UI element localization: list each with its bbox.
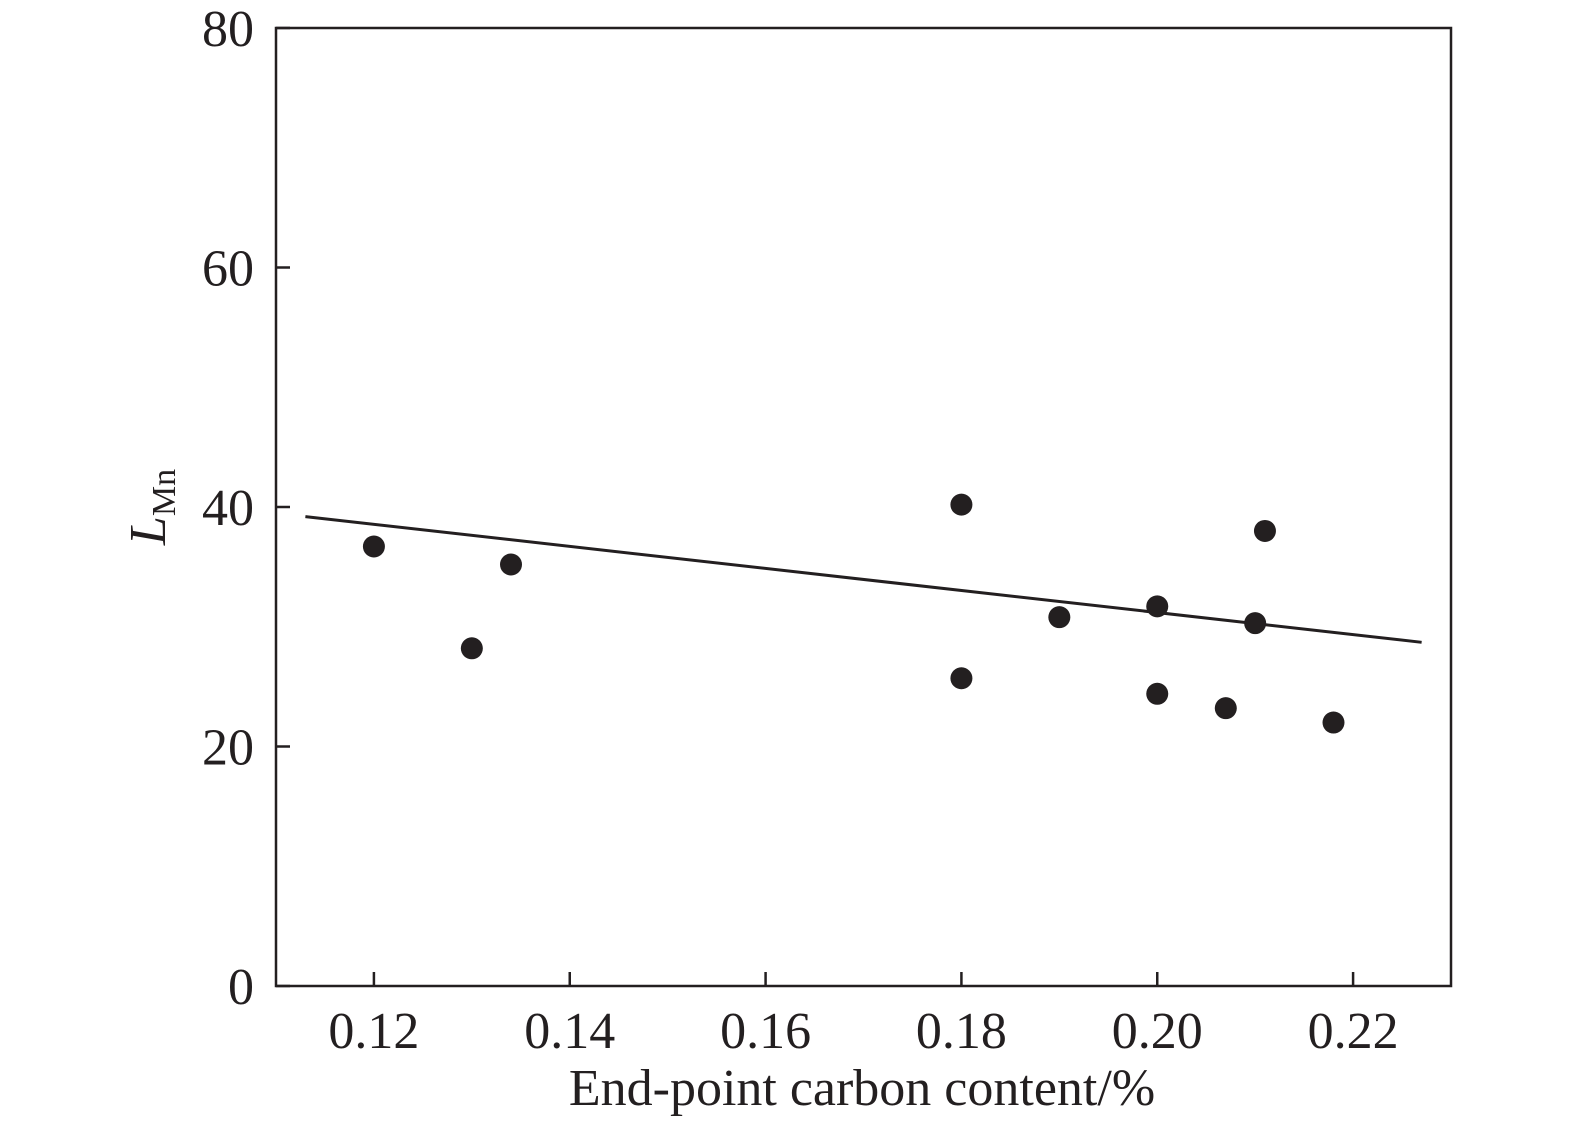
data-point <box>1253 519 1276 542</box>
data-point <box>1048 606 1071 629</box>
y-tick-label: 20 <box>202 720 254 777</box>
data-point <box>1214 697 1237 720</box>
y-tick-label: 80 <box>202 1 254 58</box>
x-tick-label: 0.22 <box>1308 1003 1399 1060</box>
x-tick-label: 0.16 <box>720 1003 811 1060</box>
x-tick-label: 0.12 <box>328 1003 419 1060</box>
y-tick-label: 60 <box>202 241 254 298</box>
x-axis-title: End-point carbon content/% <box>569 1060 1155 1117</box>
plot-frame <box>274 26 1453 988</box>
x-tick-label: 0.18 <box>916 1003 1007 1060</box>
data-point <box>950 493 973 516</box>
data-point <box>1146 682 1169 705</box>
x-axis-ticks <box>372 972 1355 986</box>
y-axis-ticks <box>276 26 290 988</box>
data-point <box>362 535 385 558</box>
data-point <box>1244 612 1267 635</box>
y-tick-label: 0 <box>228 959 254 1016</box>
y-axis-title-subscript: Mn <box>146 469 183 516</box>
trend-line <box>305 515 1422 644</box>
y-axis-tick-labels: 0 20 40 60 80 <box>202 1 254 1016</box>
y-axis-title-main: L <box>120 516 177 546</box>
x-tick-label: 0.14 <box>524 1003 615 1060</box>
data-points <box>362 493 1345 734</box>
data-point <box>500 553 522 576</box>
data-point <box>950 667 973 690</box>
x-tick-label: 0.20 <box>1112 1003 1203 1060</box>
data-point <box>1146 595 1169 618</box>
y-tick-label: 40 <box>202 480 254 537</box>
y-axis-title: LMn <box>120 469 183 546</box>
data-point <box>460 637 483 660</box>
x-axis-tick-labels: 0.12 0.14 0.16 0.18 0.20 0.22 <box>328 1003 1398 1060</box>
data-point <box>1322 711 1345 734</box>
